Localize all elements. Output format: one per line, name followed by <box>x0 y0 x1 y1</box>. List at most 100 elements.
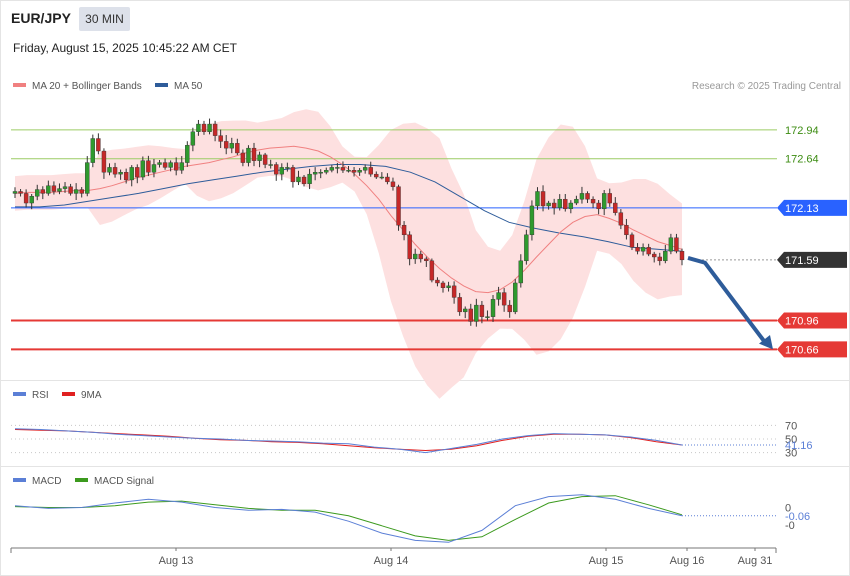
candle <box>140 156 146 181</box>
candle-body <box>657 256 662 262</box>
candle <box>157 160 162 168</box>
candle-body <box>123 172 129 181</box>
candle <box>268 159 273 169</box>
candle <box>557 194 562 211</box>
candle-body <box>90 138 96 163</box>
candle-body <box>413 253 418 260</box>
candle-body <box>468 308 473 322</box>
ma50-line <box>15 164 683 252</box>
candle-body <box>596 202 601 210</box>
legend-ma20: MA 20 + Bollinger Bands <box>13 81 142 92</box>
candle-body <box>268 164 273 166</box>
candle <box>601 190 607 216</box>
candle-body <box>429 260 435 281</box>
rsi-swatch <box>13 392 26 397</box>
candle-body <box>135 167 140 178</box>
candle <box>218 129 223 148</box>
candle <box>185 141 190 167</box>
candle <box>485 310 490 321</box>
candle-body <box>457 297 462 313</box>
timeframe-badge[interactable]: 30 MIN <box>79 7 130 31</box>
candle <box>524 229 529 265</box>
candle <box>240 149 246 167</box>
candle <box>118 169 123 180</box>
candle-body <box>507 304 512 313</box>
x-tick-label: Aug 14 <box>374 555 409 567</box>
candle <box>585 191 590 203</box>
candle-body <box>535 191 540 207</box>
legend-ma50: MA 50 <box>155 81 202 92</box>
candle-body <box>140 160 146 178</box>
candle <box>357 168 362 176</box>
candle-body <box>590 198 596 204</box>
candle <box>551 198 557 215</box>
candle-body <box>501 292 507 306</box>
candle <box>285 162 290 172</box>
rsi-tick-label: 50 <box>785 434 797 446</box>
candle-body <box>340 167 346 171</box>
candle <box>129 165 134 187</box>
candle-body <box>179 162 184 171</box>
candle <box>457 292 462 316</box>
candle-body <box>524 234 529 262</box>
candle-body <box>257 154 262 161</box>
candle <box>57 183 62 195</box>
candle <box>501 288 507 312</box>
candle-body <box>379 176 385 179</box>
candle-body <box>112 167 118 175</box>
candle-body <box>168 162 173 168</box>
candle <box>307 168 312 190</box>
candle <box>246 145 251 167</box>
level-tag-170.66 <box>777 341 847 358</box>
candle-body <box>540 191 546 207</box>
legend-macd-signal: MACD Signal <box>75 476 154 487</box>
level-label-172.94: 172.94 <box>785 125 819 137</box>
candle <box>135 164 140 184</box>
candle <box>301 174 307 187</box>
candle <box>85 156 90 197</box>
rsi-last-value: 41.16 <box>785 440 813 452</box>
rsi-line <box>14 428 683 454</box>
rsi-tick-label: 70 <box>785 420 797 432</box>
candle-body <box>246 147 251 163</box>
candle-body <box>157 162 162 165</box>
candle <box>96 133 101 155</box>
candle-body <box>285 167 290 169</box>
candle <box>68 183 73 196</box>
candle <box>496 286 501 306</box>
candle <box>73 183 79 201</box>
candle <box>640 243 646 256</box>
candle <box>346 165 351 173</box>
candle <box>201 120 207 135</box>
candle-body <box>318 172 323 174</box>
candle <box>396 184 401 231</box>
candle-body <box>162 162 168 168</box>
candle <box>368 161 373 177</box>
candle <box>385 173 390 185</box>
candle <box>413 248 418 264</box>
candle <box>279 163 284 181</box>
candle <box>274 162 279 181</box>
candle-body <box>312 172 318 175</box>
forecast-arrowhead <box>759 334 773 350</box>
candle-body <box>301 176 307 184</box>
candle <box>262 152 268 169</box>
candle-body <box>513 282 518 313</box>
candle <box>146 155 151 177</box>
level-tag-171.59 <box>777 251 847 268</box>
legend-rsi: RSI <box>13 390 49 401</box>
candle <box>46 180 51 196</box>
ma50-swatch <box>155 83 168 88</box>
candle-body <box>274 164 279 175</box>
candle-body <box>418 253 423 260</box>
candle <box>212 120 218 142</box>
legend-ma20-label: MA 20 + Bollinger Bands <box>32 81 142 92</box>
candle-body <box>546 202 551 207</box>
candle <box>507 300 512 318</box>
candle <box>596 199 601 215</box>
candle-body <box>12 191 18 194</box>
candle-body <box>490 299 496 317</box>
candle-body <box>23 193 29 204</box>
candle <box>329 165 335 173</box>
